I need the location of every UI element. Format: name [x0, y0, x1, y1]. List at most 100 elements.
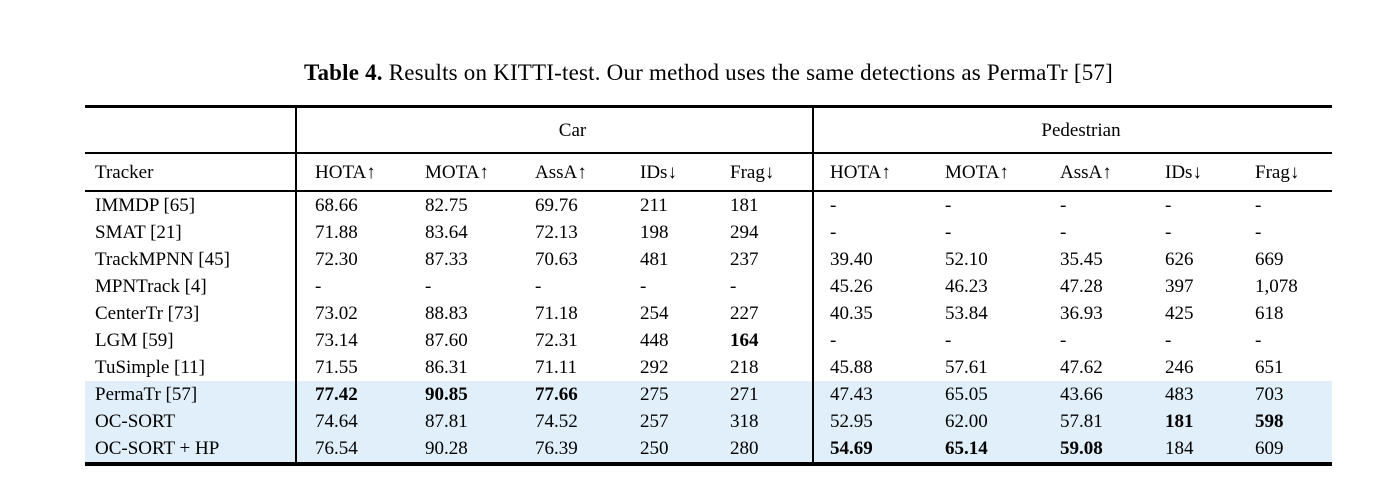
- metric-value: 74.52: [535, 412, 578, 431]
- metric-value: -: [945, 196, 952, 215]
- metric-value: 72.13: [535, 223, 578, 242]
- metric-value: 65.14: [945, 439, 988, 458]
- metric-value: -: [945, 331, 952, 350]
- table-row: IMMDP [65] 68.66 82.75 69.76 211 181 - - - - -: [85, 192, 1332, 219]
- tracker-name: SMAT [21]: [95, 223, 182, 242]
- metric-value: 76.54: [315, 439, 358, 458]
- metric-value: 87.81: [425, 412, 468, 431]
- table-row: CenterTr [73] 73.02 88.83 71.18 254 227 40.35 5…: [85, 300, 1332, 327]
- metric-value: 425: [1165, 304, 1194, 323]
- metric-value: 448: [640, 331, 669, 350]
- metric-value: -: [1060, 223, 1067, 242]
- metric-value: 618: [1255, 304, 1284, 323]
- metric-value: 52.10: [945, 250, 988, 269]
- column-header-ped-hota: HOTA↑: [830, 162, 891, 182]
- metric-value: 46.23: [945, 277, 988, 296]
- group-header-row: Car Pedestrian: [85, 108, 1332, 152]
- metric-value: -: [945, 223, 952, 242]
- metric-value: 651: [1255, 358, 1284, 377]
- tracker-name: IMMDP [65]: [95, 196, 196, 215]
- metric-value: 292: [640, 358, 669, 377]
- metric-value: 181: [1165, 412, 1194, 431]
- metric-value: 77.66: [535, 385, 578, 404]
- group-header-rule: [85, 152, 1332, 154]
- metric-value: 90.28: [425, 439, 468, 458]
- tracker-name: MPNTrack [4]: [95, 277, 207, 296]
- metric-value: 250: [640, 439, 669, 458]
- metric-value: 69.76: [535, 196, 578, 215]
- metric-value: 73.14: [315, 331, 358, 350]
- metric-value: 275: [640, 385, 669, 404]
- metric-value: 76.39: [535, 439, 578, 458]
- metric-value: 53.84: [945, 304, 988, 323]
- metric-value: 481: [640, 250, 669, 269]
- tracker-name: OC-SORT: [95, 412, 176, 431]
- metric-value: 35.45: [1060, 250, 1103, 269]
- metric-value: 87.33: [425, 250, 468, 269]
- column-header-car-frag: Frag↓: [730, 162, 775, 182]
- metric-value: 83.64: [425, 223, 468, 242]
- column-header-ped-frag: Frag↓: [1255, 162, 1300, 182]
- metric-value: -: [640, 277, 647, 296]
- metric-value: 280: [730, 439, 759, 458]
- tracker-name: LGM [59]: [95, 331, 174, 350]
- metric-value: 47.28: [1060, 277, 1103, 296]
- metric-value: 669: [1255, 250, 1284, 269]
- metric-value: -: [1060, 331, 1067, 350]
- tracker-separator-line: [295, 108, 297, 462]
- metric-value: -: [315, 277, 322, 296]
- metric-value: 254: [640, 304, 669, 323]
- tracker-name: OC-SORT + HP: [95, 439, 220, 458]
- metric-value: 47.62: [1060, 358, 1103, 377]
- metric-value: 318: [730, 412, 759, 431]
- metric-value: 71.18: [535, 304, 578, 323]
- metric-value: -: [830, 196, 837, 215]
- metric-value: -: [1165, 196, 1172, 215]
- metric-value: 43.66: [1060, 385, 1103, 404]
- table-row: PermaTr [57] 77.42 90.85 77.66 275 271 47.43 65…: [85, 381, 1332, 408]
- metric-value: 71.88: [315, 223, 358, 242]
- metric-value: 218: [730, 358, 759, 377]
- table-body: IMMDP [65] 68.66 82.75 69.76 211 181- - - - - SMAT…: [85, 192, 1332, 462]
- column-header-car-ids: IDs↓: [640, 162, 677, 182]
- table-row: OC-SORT + HP 76.54 90.28 76.39 250 280 54.69 65…: [85, 435, 1332, 462]
- column-header-ped-assa: AssA↑: [1060, 162, 1112, 182]
- results-table: Car Pedestrian Tracker HOTA↑ MOTA↑ AssA↑…: [85, 105, 1332, 466]
- metric-value: 1,078: [1255, 277, 1298, 296]
- table-bottom-rule: [85, 462, 1332, 466]
- metric-value: 184: [1165, 439, 1194, 458]
- tracker-name: TrackMPNN [45]: [95, 250, 230, 269]
- metric-value: 86.31: [425, 358, 468, 377]
- column-header-car-mota: MOTA↑: [425, 162, 489, 182]
- metric-value: 72.31: [535, 331, 578, 350]
- metric-value: 198: [640, 223, 669, 242]
- metric-value: -: [830, 223, 837, 242]
- table-row: LGM [59] 73.14 87.60 72.31 448 164 - - - - -: [85, 327, 1332, 354]
- metric-value: 609: [1255, 439, 1284, 458]
- group-header-car: Car: [558, 120, 587, 140]
- tracker-name: TuSimple [11]: [95, 358, 205, 377]
- metric-value: 39.40: [830, 250, 873, 269]
- metric-value: -: [1255, 196, 1262, 215]
- metric-value: 271: [730, 385, 759, 404]
- table-row: MPNTrack [4] - - - - - 45.26 46.23 47.28 397 1,078: [85, 273, 1332, 300]
- metric-value: 45.88: [830, 358, 873, 377]
- metric-value: 88.83: [425, 304, 468, 323]
- metric-value: 45.26: [830, 277, 873, 296]
- metric-value: 40.35: [830, 304, 873, 323]
- group-header-pedestrian: Pedestrian: [1041, 120, 1121, 140]
- metric-value: -: [1255, 331, 1262, 350]
- metric-value: 598: [1255, 412, 1284, 431]
- metric-value: 74.64: [315, 412, 358, 431]
- metric-value: -: [730, 277, 737, 296]
- table-row: SMAT [21] 71.88 83.64 72.13 198 294 - - - - -: [85, 219, 1332, 246]
- table-row: OC-SORT 74.64 87.81 74.52 257 318 52.95 62.00 57…: [85, 408, 1332, 435]
- metric-value: 68.66: [315, 196, 358, 215]
- metric-value: -: [535, 277, 542, 296]
- metric-value: 36.93: [1060, 304, 1103, 323]
- metric-value: 90.85: [425, 385, 468, 404]
- metric-value: 59.08: [1060, 439, 1103, 458]
- metric-value: -: [1255, 223, 1262, 242]
- metric-value: 164: [730, 331, 759, 350]
